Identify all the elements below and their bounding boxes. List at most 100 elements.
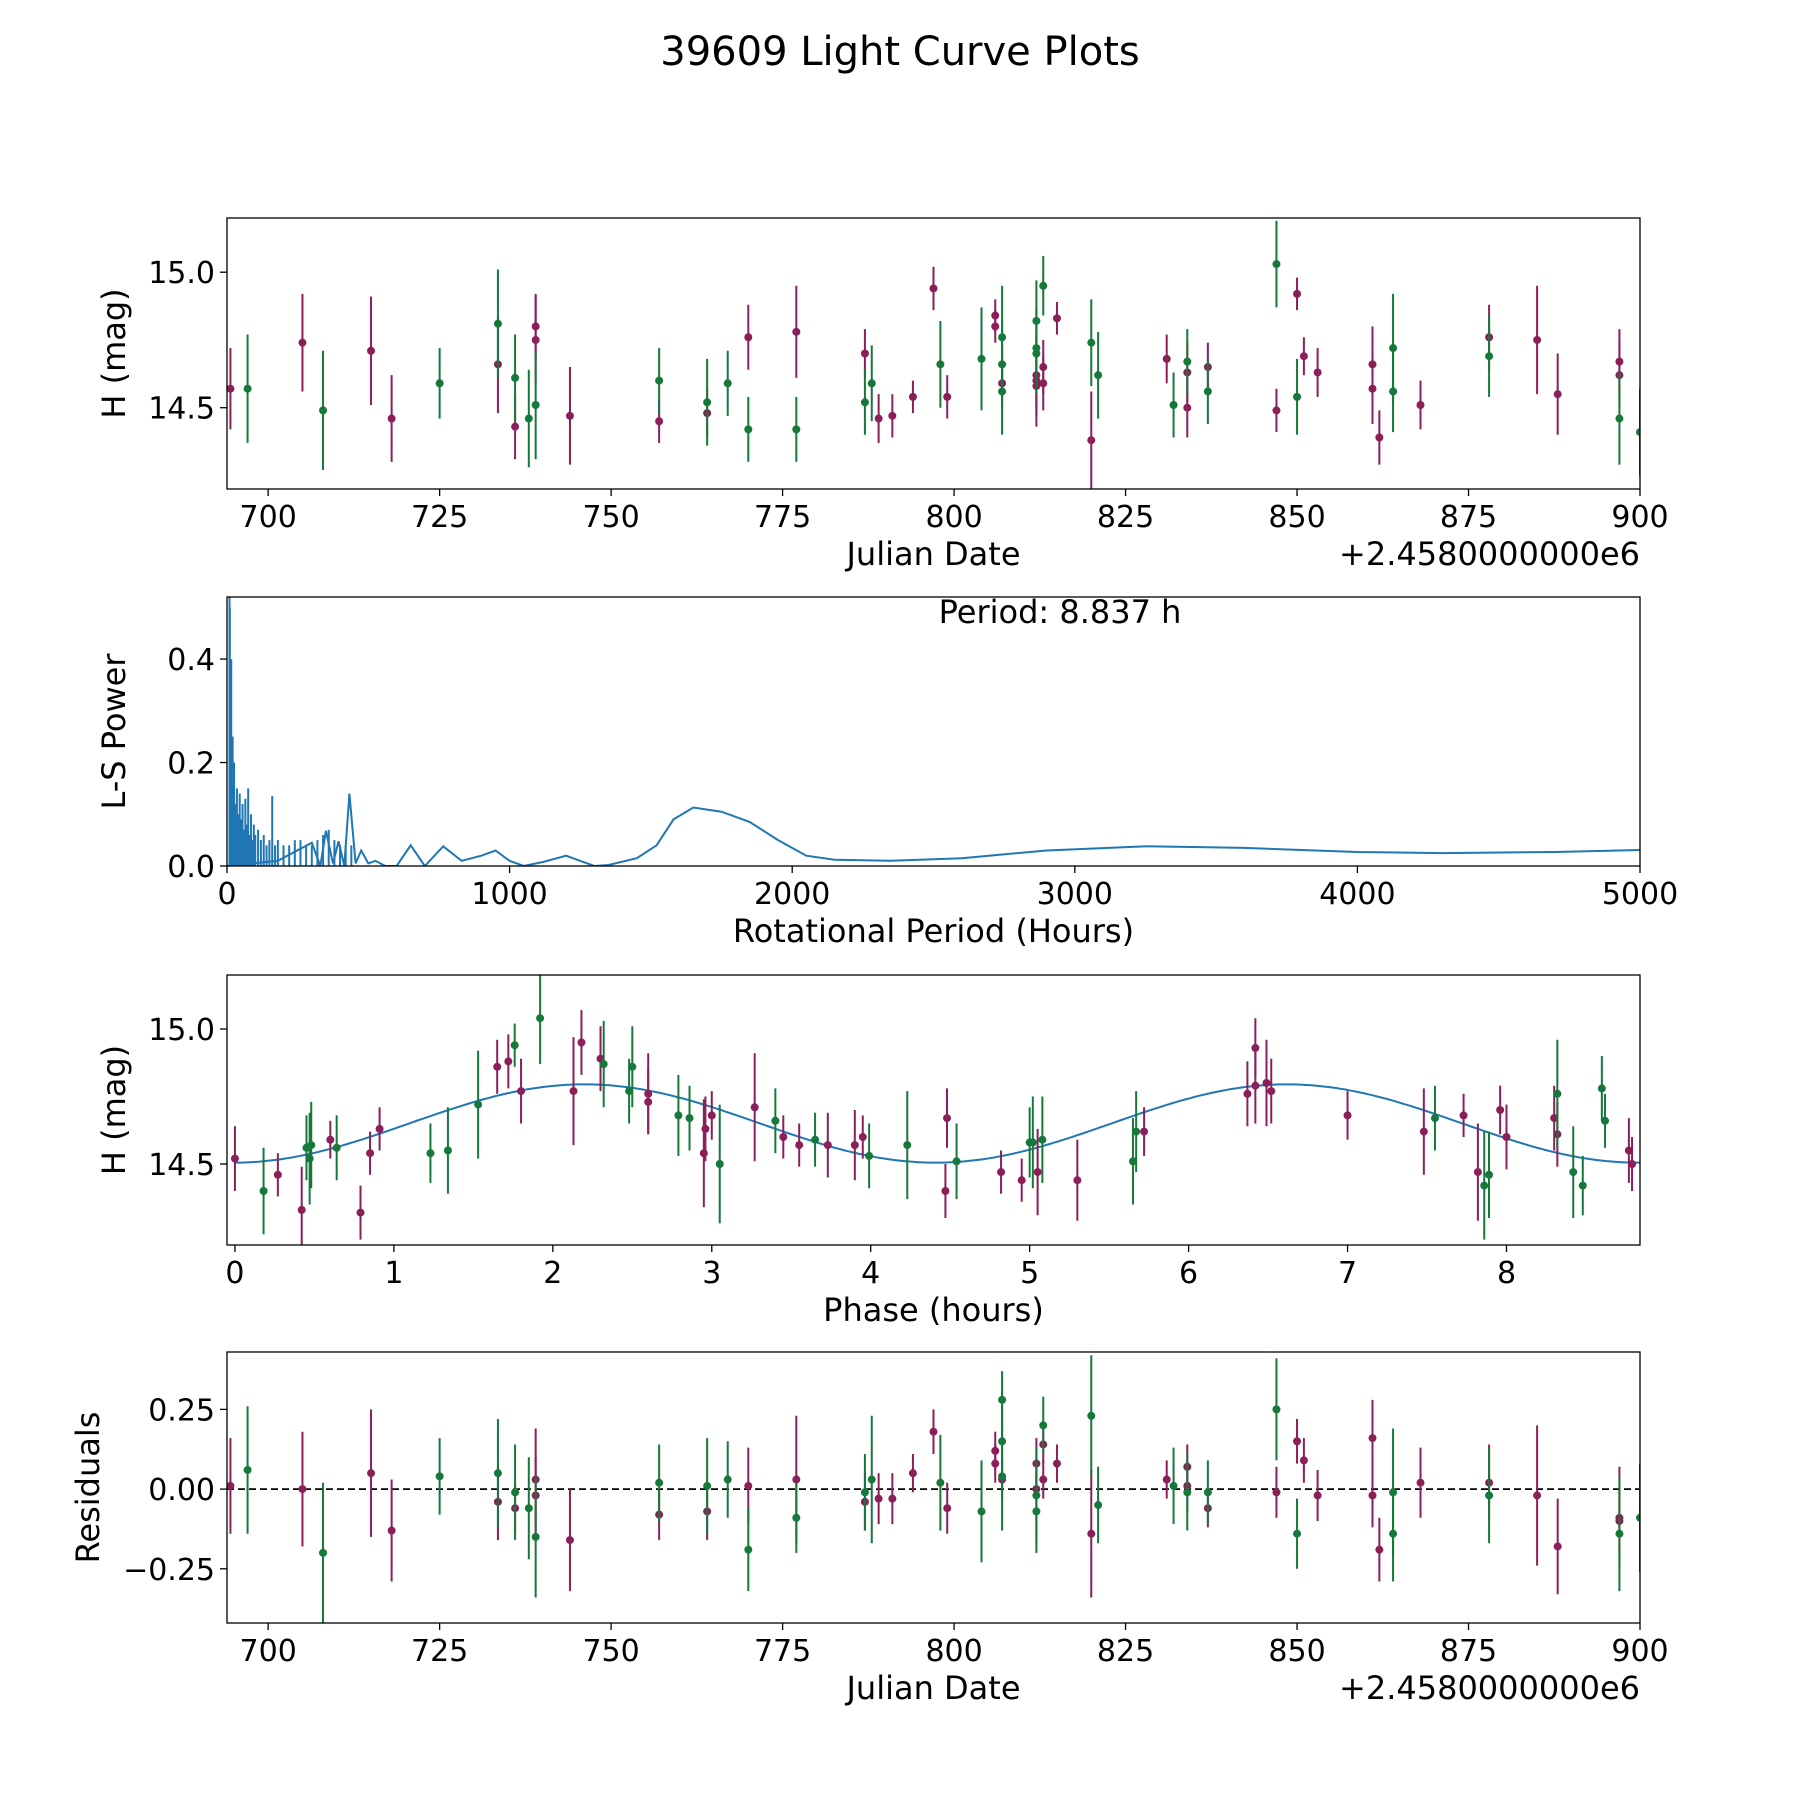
data-point [531, 350, 540, 460]
data-point [1293, 1418, 1302, 1464]
data-point [867, 345, 876, 422]
data-point [243, 1406, 252, 1534]
data-point [655, 348, 664, 414]
data-point [779, 1115, 788, 1159]
x-tick-label: 5000 [1602, 877, 1678, 912]
data-point [367, 296, 376, 405]
marker [1416, 1478, 1425, 1487]
data-point [511, 1444, 520, 1541]
data-point [599, 1020, 608, 1108]
marker [744, 425, 753, 434]
marker [1128, 1157, 1137, 1166]
series-band-a [227, 266, 1624, 489]
x-axis-label: Julian Date [844, 1669, 1020, 1707]
data-point [1094, 331, 1103, 419]
marker [1169, 400, 1178, 409]
marker [1569, 1168, 1578, 1177]
marker [1028, 1138, 1037, 1147]
data-point [1267, 1058, 1276, 1124]
y-tick-label: 0.4 [167, 643, 215, 678]
x-axis-label: Phase (hours) [823, 1291, 1044, 1329]
data-point [1485, 315, 1494, 397]
marker [387, 1526, 396, 1535]
marker [703, 398, 712, 407]
marker [565, 411, 574, 420]
data-point [1597, 1056, 1606, 1121]
marker [888, 411, 897, 420]
marker [375, 1124, 384, 1133]
data-point [1533, 285, 1542, 395]
data-point [1496, 1085, 1505, 1135]
series-band-b [243, 220, 1640, 476]
x-tick-label: 5 [1020, 1256, 1039, 1291]
data-point [1203, 1460, 1212, 1525]
x-tick-label: 3 [702, 1256, 721, 1291]
marker [474, 1100, 483, 1109]
marker [1430, 1114, 1439, 1123]
subplot-magnitude-vs-date: 700 725 750 775 800 825 850 875 900 14.5 15.0 Julia… [95, 217, 1669, 573]
data-point [1343, 1091, 1352, 1140]
marker [792, 1475, 801, 1484]
data-point [1313, 1469, 1322, 1521]
data-point [1485, 1131, 1494, 1218]
marker [243, 1465, 252, 1474]
plot-area [230, 975, 1640, 1245]
x-tick-label: 750 [582, 1634, 639, 1669]
data-point [998, 285, 1007, 389]
marker [319, 406, 328, 415]
data-point [435, 348, 444, 419]
marker [1267, 1087, 1276, 1096]
data-point [1293, 1498, 1302, 1569]
data-point [297, 1166, 306, 1245]
marker [332, 1143, 341, 1152]
marker [744, 1545, 753, 1554]
data-point [1032, 1447, 1041, 1544]
data-point [493, 1039, 502, 1094]
x-tick-label: 900 [1611, 1634, 1668, 1669]
marker [750, 1103, 759, 1112]
marker [227, 1481, 235, 1490]
marker [1203, 1488, 1212, 1497]
marker [1169, 1481, 1178, 1490]
x-tick-label: 800 [925, 500, 982, 535]
marker [771, 1116, 780, 1125]
data-point [1615, 372, 1624, 465]
data-point [1272, 220, 1281, 308]
marker [936, 360, 945, 369]
marker [744, 1481, 753, 1490]
data-point [628, 1026, 637, 1108]
marker [426, 1149, 435, 1158]
marker [1553, 390, 1562, 399]
marker [943, 1114, 952, 1123]
y-axis-label: Residuals [69, 1412, 107, 1564]
x-tick-label: 1000 [471, 877, 547, 912]
marker [493, 1062, 502, 1071]
x-tick-label: 0 [217, 877, 236, 912]
data-point [1028, 1096, 1037, 1189]
x-tick-label: 825 [1097, 500, 1154, 535]
marker [1343, 1111, 1352, 1120]
data-point [1615, 1476, 1624, 1592]
data-point [1375, 410, 1384, 465]
marker [577, 1038, 586, 1047]
marker [259, 1187, 268, 1195]
marker [792, 425, 801, 434]
marker [1389, 344, 1398, 353]
data-point [874, 394, 883, 443]
marker [744, 333, 753, 342]
data-point [1293, 277, 1302, 311]
x-tick-label: 875 [1440, 500, 1497, 535]
plot-area [227, 597, 1640, 866]
marker [307, 1141, 316, 1150]
marker [874, 414, 883, 423]
marker [1533, 1491, 1542, 1500]
data-point [860, 1454, 869, 1531]
data-point [1052, 302, 1061, 335]
marker [929, 284, 938, 293]
marker [443, 1146, 452, 1155]
plot-area [227, 1355, 1640, 1623]
data-point [823, 1112, 832, 1178]
marker [1601, 1116, 1610, 1125]
marker [1052, 314, 1061, 323]
marker [811, 1135, 820, 1144]
